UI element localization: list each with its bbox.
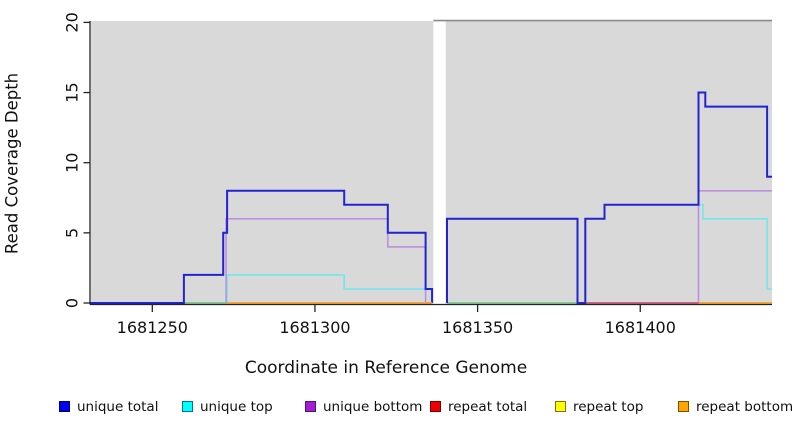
legend-swatch-repeat-total <box>430 401 441 412</box>
x-tick-label: 1681400 <box>605 318 676 337</box>
plot-background <box>91 21 772 304</box>
x-tick-label: 1681350 <box>442 318 513 337</box>
legend-swatch-unique-bottom <box>305 401 316 412</box>
y-tick-label: 0 <box>63 298 82 308</box>
legend: unique total unique top unique bottom repea… <box>0 398 792 422</box>
legend-swatch-unique-top <box>182 401 193 412</box>
series-unique-total <box>90 189 434 304</box>
legend-label: unique top <box>200 399 273 415</box>
y-tick-label: 10 <box>63 153 82 173</box>
y-tick-label: 15 <box>63 82 82 102</box>
x-tick-label: 1681250 <box>117 318 188 337</box>
y-tick-label: 5 <box>63 228 82 238</box>
legend-swatch-repeat-top <box>555 401 566 412</box>
x-tick-label: 1681300 <box>279 318 350 337</box>
legend-label: unique bottom <box>323 399 423 415</box>
legend-swatch-unique-total <box>59 401 70 412</box>
y-axis-label: Read Coverage Depth <box>2 72 22 255</box>
x-axis-label: Coordinate in Reference Genome <box>244 358 528 378</box>
legend-label: repeat bottom <box>696 399 792 415</box>
y-tick-label: 20 <box>63 12 82 32</box>
legend-label: unique total <box>77 399 159 415</box>
no-data-gap-band <box>433 20 446 305</box>
series-unique-total <box>446 91 772 304</box>
legend-label: repeat total <box>448 399 528 415</box>
legend-swatch-repeat-bottom <box>678 401 689 412</box>
legend-label: repeat top <box>573 399 644 415</box>
